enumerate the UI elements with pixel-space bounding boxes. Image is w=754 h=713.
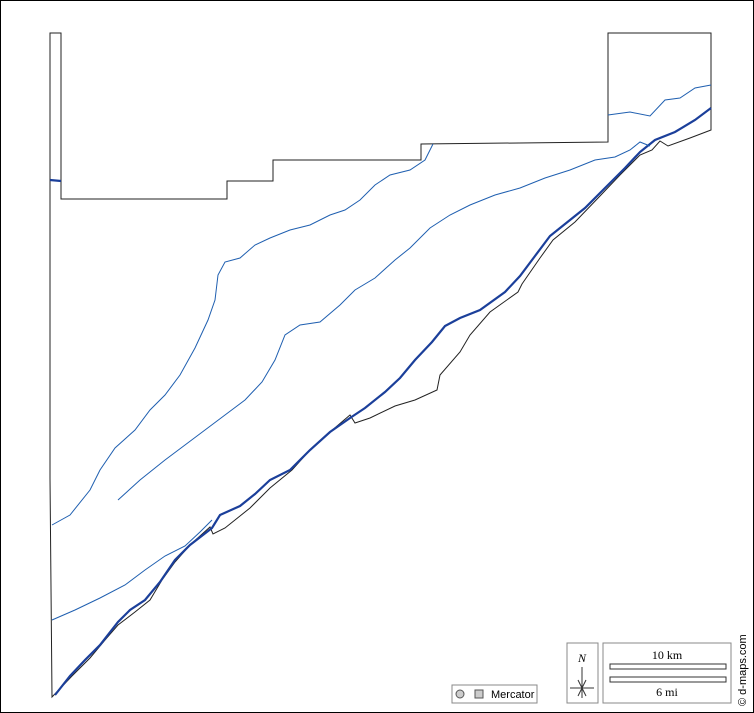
scale-km-bar [609,663,727,670]
river-main [54,107,712,696]
scale-km-label: 10 km [652,648,683,662]
credit: © d-maps.com [737,634,749,706]
river-middle [117,141,651,501]
river-northeast [607,84,712,117]
projection-icon [455,689,465,699]
projection-icon [474,689,484,699]
scale-box [602,642,732,704]
river-south [51,519,213,621]
scale-mi-label: 6 mi [656,685,678,699]
projection-box [451,684,538,704]
river-north [51,143,434,526]
river-west [49,178,62,183]
projection-label: Mercator [491,689,535,701]
scale-mi-bar [609,676,727,683]
north-label: N [577,651,587,665]
compass [570,667,594,698]
